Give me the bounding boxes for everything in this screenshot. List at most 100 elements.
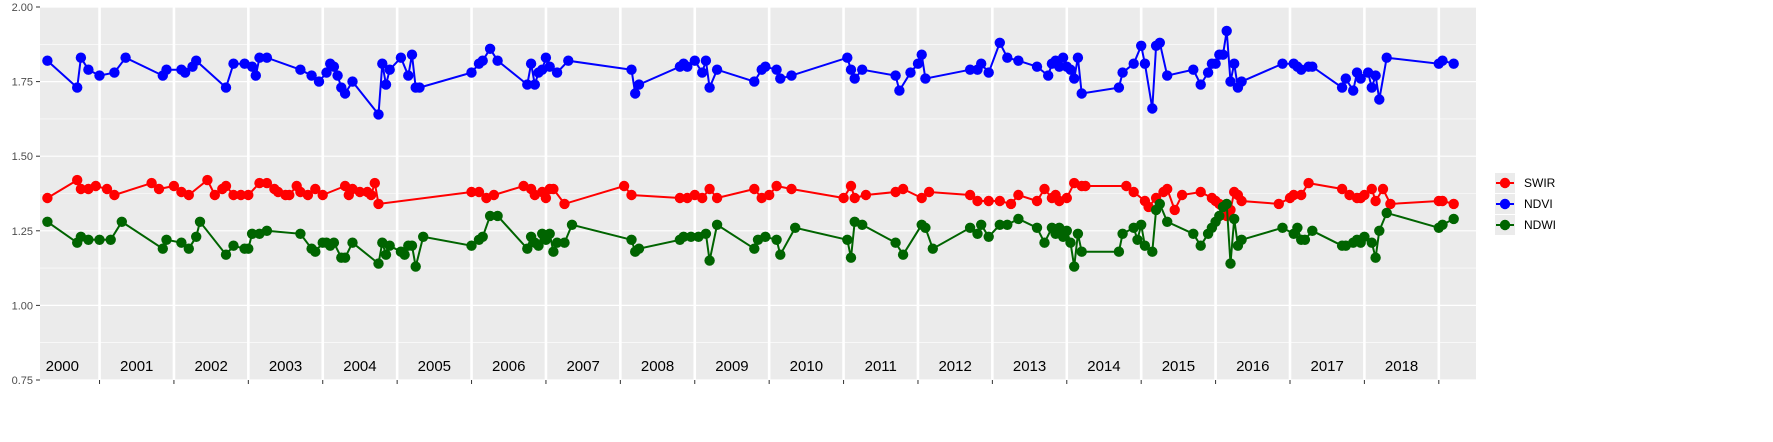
data-point [339,88,351,99]
year-label: 2011 [865,358,897,375]
data-point [842,52,853,63]
year-label: 2000 [46,358,79,375]
data-point [146,177,157,189]
data-point [295,64,306,75]
data-point [700,228,712,239]
data-point [1043,70,1054,81]
data-point [1336,82,1348,93]
year-label: 2012 [938,358,971,375]
data-point [983,67,994,78]
data-point [1437,219,1448,230]
data-point [618,180,630,192]
data-point [927,243,938,254]
data-point [235,189,247,201]
data-point [1307,61,1318,72]
data-point [105,234,116,245]
data-point [94,70,105,81]
data-point [983,195,994,207]
data-point [373,258,384,269]
data-point [897,183,909,195]
data-point [674,192,686,204]
data-point [890,70,901,81]
year-label: 2006 [492,358,525,375]
data-point [399,249,410,260]
data-point [559,198,570,210]
data-point [976,219,987,230]
data-point [1381,52,1392,63]
data-point [168,180,180,192]
data-point [1273,198,1285,210]
data-point [964,64,976,75]
data-point [406,240,418,251]
data-point [1005,198,1017,210]
data-point [786,70,797,81]
data-point [310,246,321,257]
data-point [1221,198,1232,210]
series-swir [42,174,1459,222]
data-point [1236,195,1247,207]
data-point [976,58,987,69]
data-point [704,183,715,195]
data-point [492,210,503,222]
data-point [1236,76,1247,87]
data-point [1296,189,1307,201]
data-point [964,222,976,233]
data-point [183,243,194,254]
data-point [749,76,760,87]
year-label: 2008 [641,358,674,375]
data-point [261,225,273,236]
data-point [332,70,343,81]
data-point [1277,58,1288,69]
data-point [1113,246,1125,257]
data-point [1176,189,1188,201]
data-point [1113,82,1125,93]
legend: SWIR NDVI NDWI [1495,173,1556,235]
y-tick-label: 2.00 [12,2,33,14]
data-point [1385,198,1396,210]
data-point [1136,219,1147,230]
data-point [771,180,782,192]
data-point [845,180,857,192]
data-point [477,231,488,242]
data-point [328,61,340,72]
data-point [228,240,239,251]
data-point [83,234,94,245]
data-point [540,192,552,204]
data-series [42,25,1459,272]
data-point [1381,207,1392,219]
data-point [845,252,857,263]
data-point [682,61,693,72]
data-point [525,58,537,69]
data-point [1162,183,1173,195]
data-point [261,52,273,63]
data-point [384,64,395,75]
data-point [1202,67,1214,78]
data-point [1359,231,1370,242]
data-point [1288,189,1299,201]
legend-label-ndwi: NDWI [1524,218,1556,232]
data-point [380,249,392,260]
data-point [228,189,239,201]
data-point [1374,94,1385,105]
y-tick-label: 1.75 [12,77,33,89]
data-point [1292,222,1303,233]
data-point [857,219,868,230]
data-point [1013,55,1024,66]
data-point [1370,195,1381,207]
data-point [1162,70,1173,81]
data-point [1057,52,1069,63]
data-point [916,49,927,60]
data-point [313,76,325,87]
data-point [302,189,314,201]
data-point [209,189,220,201]
data-point [473,186,485,198]
data-point [1359,189,1370,201]
data-point [90,180,102,192]
year-label: 2005 [418,358,451,375]
data-point [42,192,53,204]
data-point [1188,228,1199,239]
data-point [1154,37,1166,48]
data-point [176,237,187,248]
data-point [243,189,254,201]
